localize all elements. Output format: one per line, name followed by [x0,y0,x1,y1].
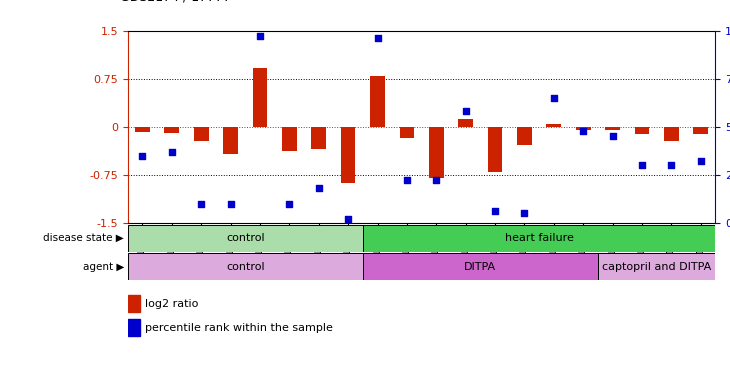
Bar [128,295,139,312]
Bar [694,127,708,134]
Text: GDS2174 / 17777: GDS2174 / 17777 [120,0,231,4]
Bar [363,253,598,280]
Bar [664,127,679,141]
Point [577,127,589,134]
Bar [128,253,363,280]
Point [518,210,530,216]
Point [166,149,177,155]
Text: agent ▶: agent ▶ [82,262,124,272]
Text: heart failure: heart failure [504,233,574,243]
Point [607,133,618,139]
Bar [128,225,363,252]
Bar [605,127,620,130]
Point [695,158,707,164]
Bar [488,127,502,172]
Bar [312,127,326,149]
Point [636,162,648,168]
Bar [399,127,414,138]
Bar [517,127,531,145]
Bar [576,127,591,130]
Bar [363,225,715,252]
Point [313,185,325,191]
Bar [634,127,649,134]
Bar [128,319,139,336]
Bar [282,127,296,151]
Point [342,216,354,222]
Point [460,108,472,114]
Point [489,208,501,214]
Bar [598,253,715,280]
Text: percentile rank within the sample: percentile rank within the sample [145,323,334,333]
Point [431,177,442,184]
Text: disease state ▶: disease state ▶ [43,233,124,243]
Point [372,35,383,41]
Bar [341,127,356,183]
Bar [547,124,561,127]
Bar [135,127,150,132]
Text: control: control [226,262,264,272]
Text: DITPA: DITPA [464,262,496,272]
Bar [253,68,267,127]
Bar [429,127,444,178]
Point [666,162,677,168]
Point [137,152,148,159]
Bar [194,127,209,141]
Bar [370,76,385,127]
Bar [164,127,179,133]
Point [196,200,207,207]
Point [283,200,295,207]
Point [254,33,266,40]
Bar [223,127,238,154]
Point [401,177,412,184]
Text: captopril and DITPA: captopril and DITPA [602,262,711,272]
Text: log2 ratio: log2 ratio [145,299,199,309]
Point [225,200,237,207]
Bar [458,119,473,127]
Text: control: control [226,233,264,243]
Point [548,95,560,101]
